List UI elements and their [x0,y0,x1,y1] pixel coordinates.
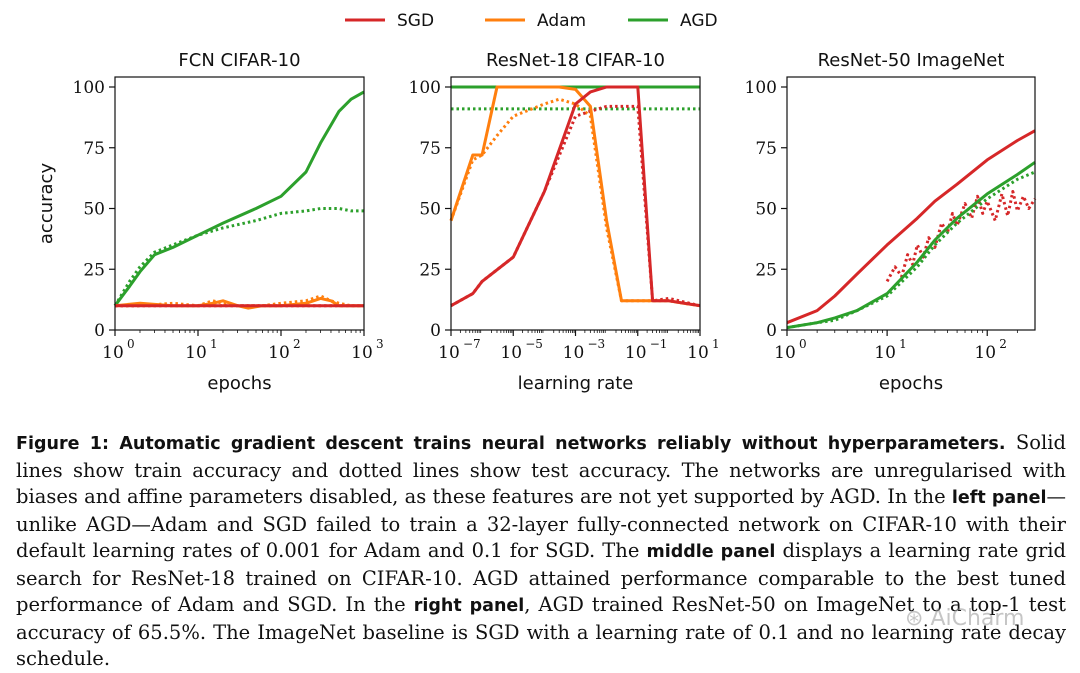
x-tick-label: 10 [563,343,585,363]
x-tick-exponent: 1 [899,337,907,351]
x-tick-exponent: −7 [463,337,481,351]
y-tick-label: 75 [755,139,777,159]
panel-title: ResNet-50 ImageNet [818,50,1005,71]
watermark: ⊛ AiCharm [905,606,1025,631]
legend-label-agd: AGD [680,11,718,31]
y-tick-label: 75 [419,139,441,159]
legend-label-sgd: SGD [397,11,434,31]
x-tick-exponent: −1 [650,337,668,351]
y-tick-label: 75 [83,139,105,159]
plot-frame [114,76,365,331]
caption-bold-left-panel: left panel [951,488,1047,508]
series-agd-solid [786,161,1036,330]
series-sgd-solid [450,85,701,308]
y-tick-label: 100 [409,78,441,98]
plot-frame [450,76,701,331]
x-tick-label: 10 [185,343,207,363]
legend-label-adam: Adam [537,11,586,31]
x-tick-label: 10 [351,343,373,363]
x-tick-label: 10 [774,343,796,363]
x-axis-label: epochs [879,373,943,394]
caption-text-2: —unlike AGD—Adam and SGD failed to train… [16,485,1066,562]
x-tick-exponent: 2 [999,337,1007,351]
watermark-text: AiCharm [930,606,1025,631]
caption-title: Automatic gradient descent trains neural… [119,434,1006,454]
series-agd-dotted [113,207,364,307]
series-agd-solid [113,90,365,307]
caption-text-1: Solid lines show train accuracy and dott… [16,431,1066,508]
series-sgd-solid [786,129,1036,325]
caption-bold-middle-panel: middle panel [646,542,776,562]
x-tick-label: 10 [974,343,996,363]
y-axis-label: accuracy [36,163,57,245]
x-axis-label: epochs [207,373,271,394]
x-tick-label: 10 [625,343,647,363]
x-axis-label: learning rate [518,373,634,394]
x-tick-label: 10 [500,343,522,363]
x-tick-exponent: 2 [293,337,301,351]
x-tick-label: 10 [102,343,124,363]
y-tick-label: 50 [419,200,441,220]
x-tick-exponent: 3 [376,337,384,351]
x-tick-label: 10 [438,343,460,363]
figure-caption: Figure 1: Automatic gradient descent tra… [16,430,1066,673]
x-tick-label: 10 [874,343,896,363]
y-tick-label: 25 [83,260,105,280]
y-tick-label: 100 [745,78,777,98]
panel-title: ResNet-18 CIFAR-10 [486,50,665,71]
x-tick-label: 10 [268,343,290,363]
caption-bold-right-panel: right panel [413,596,525,616]
x-tick-exponent: 1 [210,337,218,351]
plot-frame [786,76,1036,331]
chart-legend: SGD Adam AGD [345,11,718,31]
x-tick-exponent: 0 [799,337,807,351]
series-sgd-dotted [885,190,1037,283]
x-tick-exponent: −3 [588,337,606,351]
y-tick-label: 0 [430,321,441,341]
panel-title: FCN CIFAR-10 [178,50,300,71]
y-tick-label: 25 [419,260,441,280]
y-tick-label: 0 [766,321,777,341]
x-tick-exponent: 1 [712,337,720,351]
x-tick-label: 10 [687,343,709,363]
y-tick-label: 25 [755,260,777,280]
x-tick-exponent: −5 [525,337,543,351]
caption-text-4: , AGD trained ResNet-50 on ImageNet to a… [16,593,1066,670]
series-adam-solid [449,85,701,308]
y-tick-label: 100 [73,78,105,98]
x-tick-exponent: 0 [127,337,135,351]
caption-figure-label: Figure 1: [16,434,109,454]
y-tick-label: 50 [83,200,105,220]
y-tick-label: 0 [94,321,105,341]
caption-text-3: displays a learning rate grid search for… [16,539,1066,616]
y-tick-label: 50 [755,200,777,220]
